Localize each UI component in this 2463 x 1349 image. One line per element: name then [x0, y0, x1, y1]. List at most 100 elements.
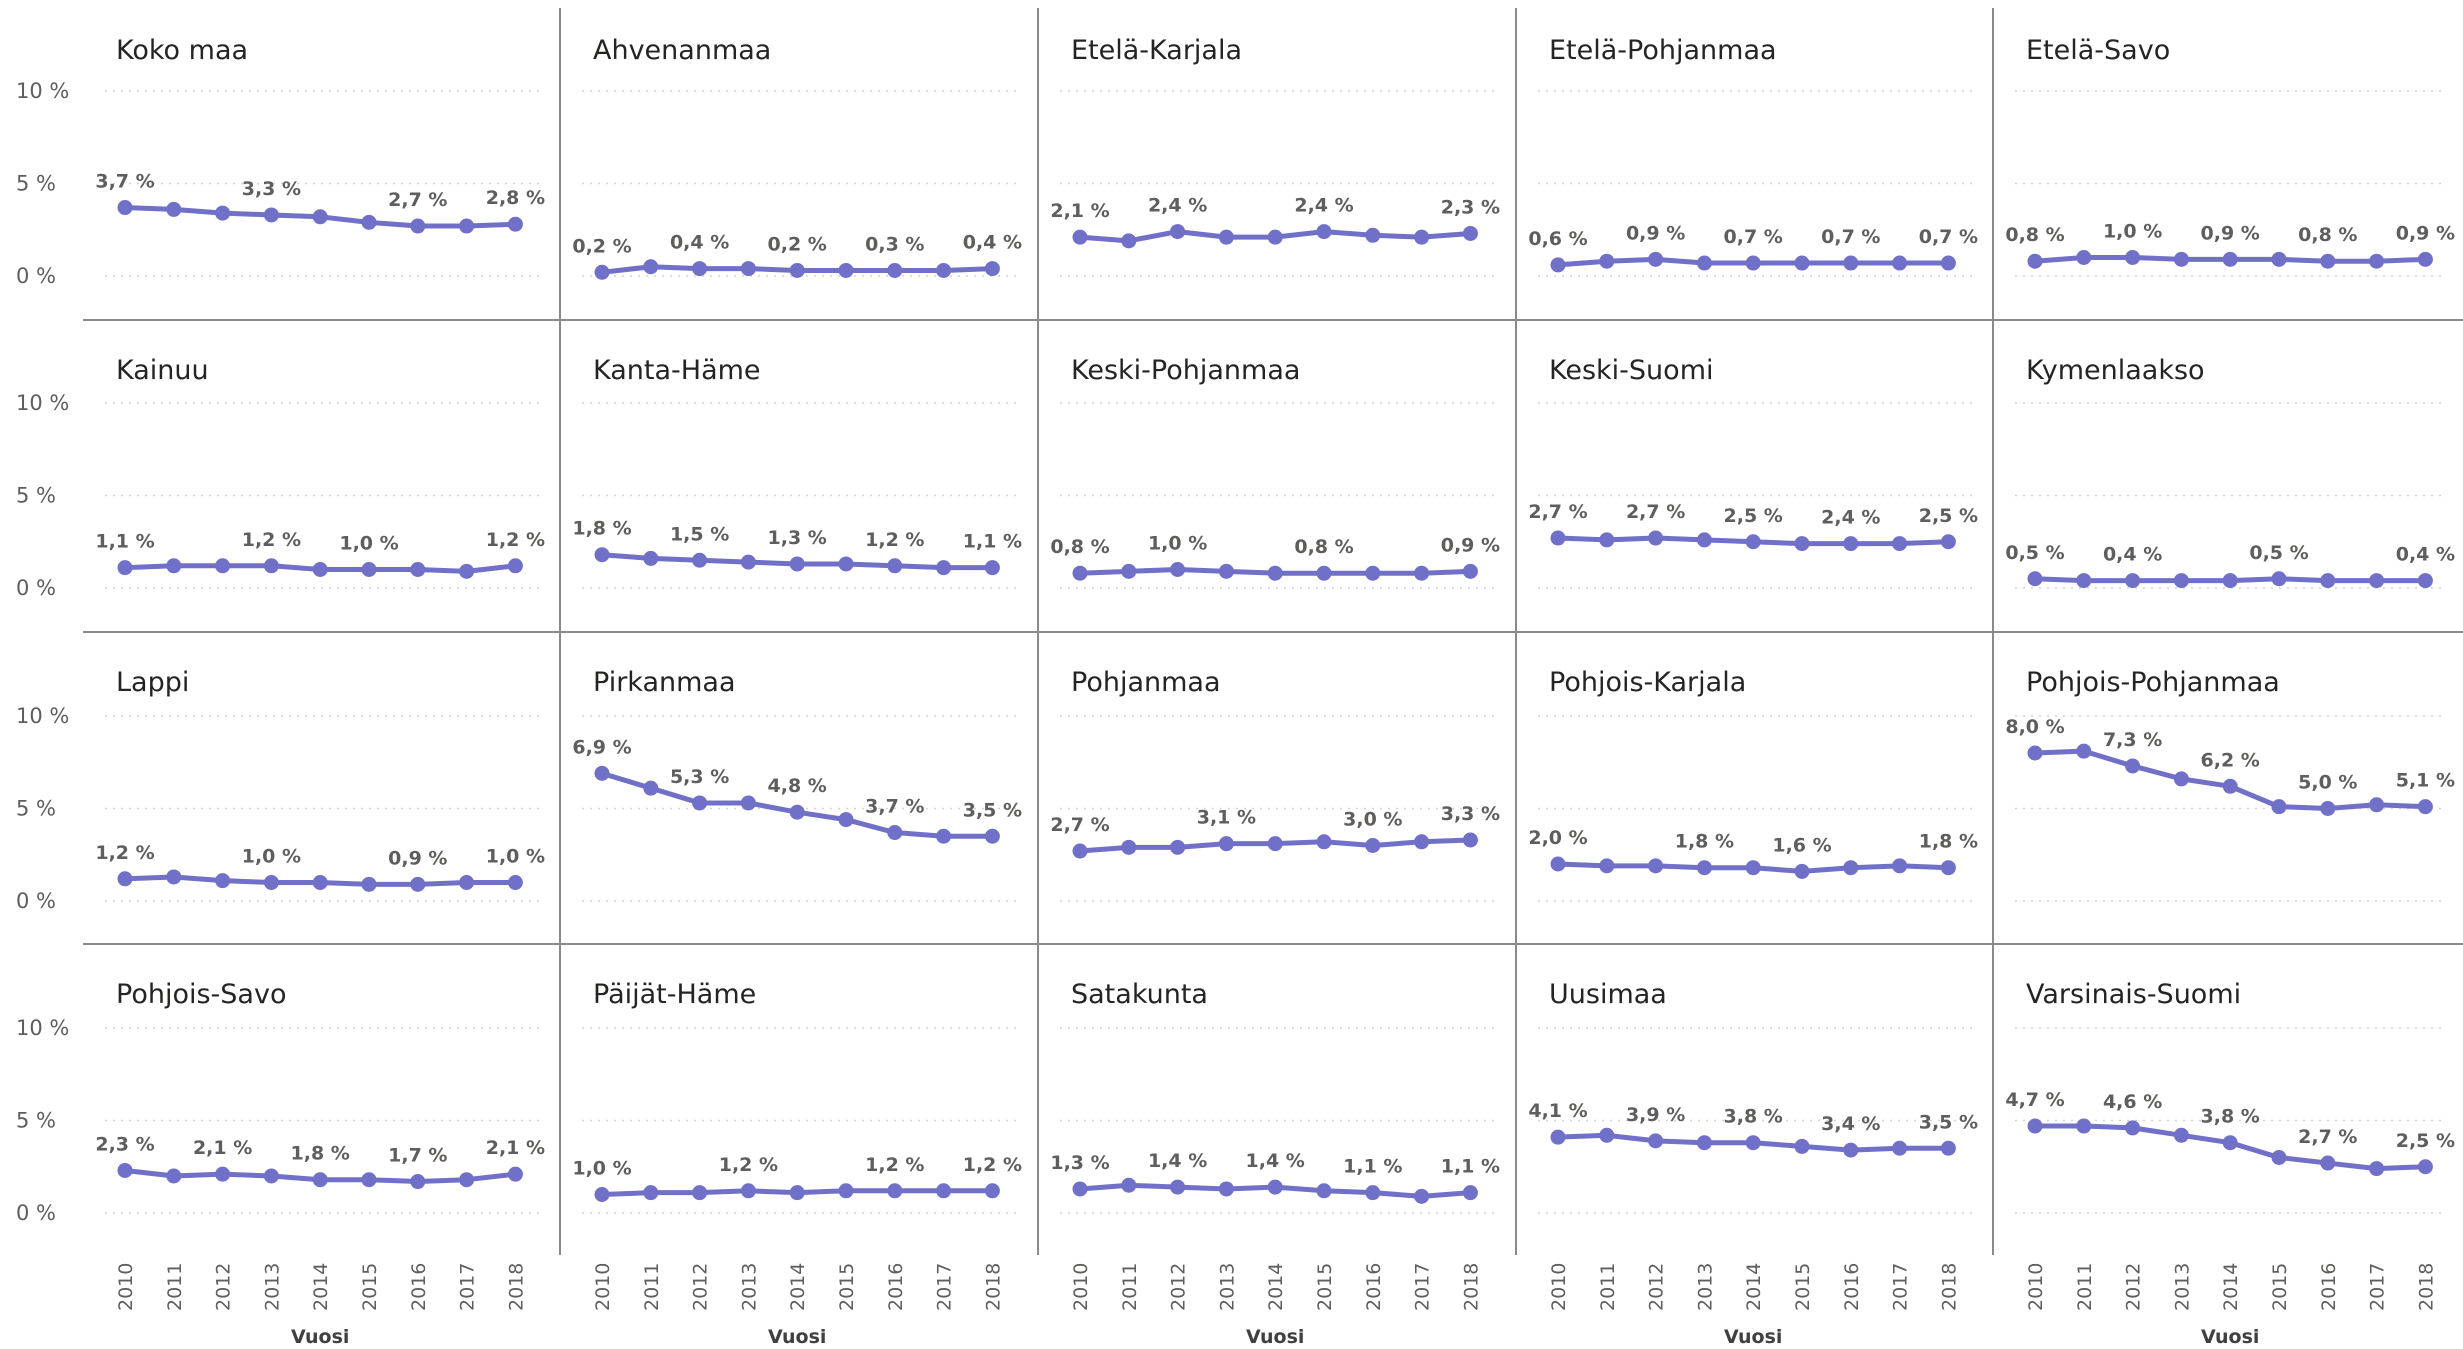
data-point	[1745, 860, 1761, 876]
y-tick-label: 10 %	[16, 79, 69, 103]
data-point	[1218, 229, 1234, 245]
x-tick-label: 2018	[505, 1263, 527, 1311]
data-point	[740, 261, 756, 277]
y-tick-label: 0 %	[16, 264, 56, 288]
data-point	[1170, 839, 1186, 855]
data-label: 0,9 %	[2396, 222, 2455, 244]
data-label: 1,2 %	[242, 529, 301, 551]
data-point	[2369, 797, 2385, 813]
data-label: 3,3 %	[1441, 803, 1500, 825]
data-point	[2173, 771, 2189, 787]
x-tick-label: 2013	[1216, 1263, 1238, 1311]
panel-title: Pohjois-Karjala	[1549, 667, 1746, 698]
data-point	[2271, 799, 2287, 815]
data-point	[1745, 534, 1761, 550]
data-label: 3,9 %	[1626, 1104, 1685, 1126]
data-label: 2,4 %	[1294, 195, 1353, 217]
panel: Päijät-Häme 1,0 % 1,2 % 1,2 % 1,2 % 2010 2011 2…	[572, 979, 1022, 1348]
data-point	[410, 876, 426, 892]
data-point	[1121, 1177, 1137, 1193]
data-point	[936, 1183, 952, 1199]
x-tick-label: 2013	[261, 1263, 283, 1311]
data-point	[1648, 1133, 1664, 1149]
data-point	[1745, 1135, 1761, 1151]
x-tick-label: 2018	[1938, 1263, 1960, 1311]
data-point	[459, 218, 475, 234]
data-label: 2,7 %	[2298, 1126, 2357, 1148]
data-point	[2125, 573, 2141, 589]
data-point	[594, 547, 610, 563]
data-label: 2,8 %	[486, 187, 545, 209]
data-point	[2320, 801, 2336, 816]
data-point	[1940, 534, 1956, 550]
data-label: 0,8 %	[2005, 224, 2064, 246]
data-point	[1892, 255, 1908, 271]
data-point	[1599, 532, 1615, 548]
data-point	[789, 262, 805, 278]
data-point	[936, 560, 952, 576]
data-label: 0,9 %	[2201, 222, 2260, 244]
panel: Kainuu 1,1 % 1,2 % 1,0 % 1,2 %	[95, 355, 545, 589]
data-point	[692, 795, 708, 811]
x-tick-label: 2014	[2220, 1263, 2242, 1311]
panel-title: Kainuu	[116, 355, 209, 386]
data-point	[2173, 251, 2189, 267]
data-point	[1365, 1185, 1381, 1201]
data-label: 0,7 %	[1724, 226, 1783, 248]
data-label: 4,6 %	[2103, 1091, 2162, 1113]
data-point	[2271, 1150, 2287, 1165]
data-point	[1745, 255, 1761, 271]
data-label: 3,8 %	[2201, 1106, 2260, 1128]
x-tick-label: 2013	[2171, 1263, 2193, 1311]
data-point	[2027, 1118, 2043, 1134]
data-label: 0,2 %	[768, 233, 827, 255]
data-point	[312, 209, 328, 225]
data-label: 0,9 %	[1626, 222, 1685, 244]
data-point	[1316, 224, 1332, 240]
data-point	[1072, 565, 1088, 581]
data-point	[789, 556, 805, 572]
data-label: 0,5 %	[2005, 542, 2064, 564]
panel: Keski-Pohjanmaa 0,8 % 1,0 % 0,8 % 0,9 %	[1050, 355, 1500, 589]
panel-title: Koko maa	[116, 35, 248, 66]
data-point	[1218, 836, 1234, 852]
data-point	[984, 828, 1000, 844]
panel-title: Pirkanmaa	[593, 667, 736, 698]
data-label: 1,0 %	[242, 846, 301, 868]
data-label: 5,3 %	[670, 766, 729, 788]
x-tick-label: 2012	[2123, 1263, 2145, 1311]
y-tick-label: 5 %	[16, 797, 56, 821]
data-point	[1462, 563, 1478, 579]
data-label: 1,2 %	[486, 529, 545, 551]
x-tick-label: 2010	[2025, 1263, 2047, 1311]
data-label: 1,5 %	[670, 523, 729, 545]
panel-title: Etelä-Savo	[2026, 35, 2170, 66]
x-tick-label: 2017	[1412, 1263, 1434, 1311]
x-tick-label: 2011	[1119, 1263, 1141, 1311]
data-point	[117, 871, 133, 887]
data-label: 7,3 %	[2103, 729, 2162, 751]
data-label: 2,4 %	[1148, 195, 1207, 217]
data-point	[1316, 1183, 1332, 1199]
data-label: 1,2 %	[865, 529, 924, 551]
data-point	[887, 262, 903, 278]
data-label: 1,0 %	[1148, 533, 1207, 555]
data-point	[1365, 838, 1381, 853]
x-tick-label: 2011	[641, 1263, 663, 1311]
data-label: 1,0 %	[2103, 221, 2162, 243]
panel: Kymenlaakso 0,5 % 0,4 % 0,5 % 0,4 %	[2005, 355, 2455, 589]
panel: Keski-Suomi 2,7 % 2,7 % 2,5 % 2,4 % 2,5 %	[1528, 355, 1978, 589]
data-point	[984, 261, 1000, 277]
data-label: 4,7 %	[2005, 1089, 2064, 1111]
data-point	[507, 875, 523, 890]
data-label: 1,1 %	[1343, 1156, 1402, 1178]
data-label: 0,8 %	[1294, 536, 1353, 558]
data-point	[1170, 562, 1186, 577]
data-point	[594, 1187, 610, 1202]
panel: Etelä-Savo 0,8 % 1,0 % 0,9 % 0,8 % 0,9 %	[2005, 35, 2455, 277]
data-point	[692, 552, 708, 568]
data-label: 3,3 %	[242, 178, 301, 200]
data-point	[1550, 1129, 1566, 1145]
data-point	[361, 562, 377, 577]
x-tick-label: 2017	[2367, 1263, 2389, 1311]
